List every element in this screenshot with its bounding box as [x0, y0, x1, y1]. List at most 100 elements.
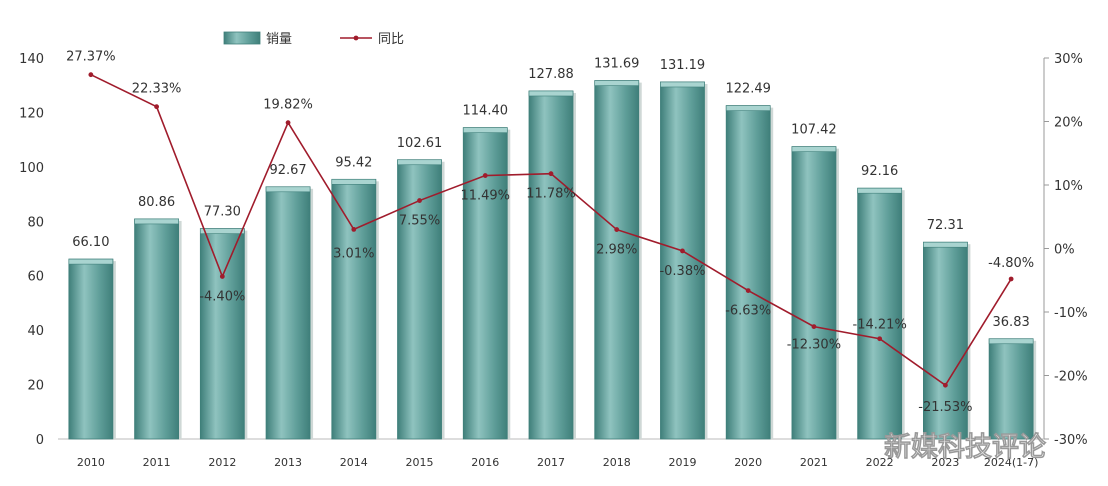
- y-right-tick-label: -10%: [1054, 306, 1088, 321]
- yoy-value-label: 19.82%: [263, 98, 313, 113]
- bar-value-label: 131.19: [660, 58, 706, 73]
- x-category-label: 2023: [931, 456, 959, 469]
- bar-top: [331, 179, 377, 185]
- x-category-label: 2012: [208, 456, 236, 469]
- bar-top: [988, 338, 1034, 345]
- bar-top: [200, 228, 245, 234]
- bar: [68, 258, 114, 440]
- x-category-label: 2024(1-7): [984, 456, 1039, 469]
- bar: [791, 146, 837, 440]
- y-right-tick-label: 10%: [1054, 179, 1083, 194]
- y-left-tick-label: 120: [19, 106, 44, 121]
- yoy-point: [285, 120, 291, 126]
- yoy-value-label: 27.37%: [66, 50, 116, 65]
- y-right-tick-label: -20%: [1054, 370, 1088, 385]
- legend-bar-label: 销量: [266, 32, 292, 47]
- yoy-point: [154, 104, 160, 110]
- y-left-tick-label: 20: [27, 379, 44, 394]
- legend: 销量 同比: [223, 31, 404, 47]
- yoy-point: [680, 248, 685, 254]
- yoy-point: [219, 274, 225, 279]
- bar-top: [528, 90, 574, 97]
- bar-top: [857, 187, 902, 194]
- bar-value-label: 66.10: [72, 235, 109, 250]
- bar-top: [923, 241, 968, 248]
- bar-top: [594, 80, 640, 86]
- bar-value-label: 95.42: [335, 155, 372, 170]
- bar-value-label: 127.88: [528, 67, 574, 82]
- bar-value-label: 92.67: [269, 163, 306, 178]
- bar-top: [68, 258, 114, 265]
- yoy-point: [811, 324, 817, 330]
- y-right-tick-label: 0%: [1054, 243, 1075, 258]
- yoy-value-label: -0.38%: [659, 264, 705, 279]
- x-category-label: 2018: [603, 456, 631, 469]
- bar-top: [462, 127, 508, 133]
- x-category-label: 2013: [274, 456, 302, 469]
- yoy-line-layer: [88, 72, 1014, 388]
- bar: [265, 186, 311, 440]
- bar-value-label: 107.42: [791, 123, 837, 138]
- yoy-value-label: -12.30%: [787, 338, 841, 353]
- legend-bar-swatch: [223, 31, 261, 45]
- yoy-value-label: -4.80%: [988, 256, 1034, 271]
- bar-value-label: 102.61: [397, 136, 443, 151]
- bar: [134, 218, 180, 440]
- bar-top: [134, 218, 179, 225]
- watermark-text: 新媒科技评论: [884, 431, 1047, 463]
- yoy-point: [482, 173, 488, 178]
- yoy-value-label: -21.53%: [918, 400, 972, 415]
- data-labels: 66.10 80.86 77.30 92.67 95.42 102.61 114.40 127…: [66, 50, 1034, 416]
- bar-top: [265, 186, 311, 193]
- y-left-tick-label: 140: [19, 52, 44, 67]
- bar-value-label: 72.31: [927, 218, 964, 233]
- y-left-tick-label: 80: [27, 215, 44, 230]
- bar: [857, 187, 903, 440]
- bar-top: [791, 146, 837, 152]
- bar: [594, 80, 640, 440]
- bar: [923, 241, 968, 440]
- yoy-value-label: 11.49%: [460, 189, 510, 204]
- yoy-point: [877, 336, 883, 342]
- yoy-value-label: 22.33%: [132, 82, 182, 97]
- y-left-tick-label: 60: [27, 270, 44, 285]
- yoy-value-label: 2.98%: [596, 243, 637, 258]
- yoy-value-label: 11.78%: [526, 187, 576, 202]
- bar: [462, 127, 508, 440]
- yoy-point: [1008, 276, 1014, 282]
- yoy-point: [943, 382, 948, 388]
- legend-line-label: 同比: [378, 32, 404, 47]
- yoy-value-label: 3.01%: [333, 246, 374, 261]
- bar-top: [397, 159, 442, 166]
- bar-top: [725, 105, 771, 111]
- yoy-value-label: 7.55%: [399, 214, 440, 229]
- yoy-point: [88, 72, 94, 78]
- bar: [988, 338, 1034, 440]
- yoy-point: [417, 198, 422, 203]
- y-right-tick-label: -30%: [1054, 433, 1088, 448]
- yoy-point: [745, 288, 751, 294]
- y-left-tick-label: 40: [27, 324, 44, 339]
- yoy-value-label: -4.40%: [199, 289, 245, 304]
- bar-value-label: 36.83: [993, 315, 1030, 330]
- y-right-tick-label: 20%: [1054, 116, 1083, 131]
- yoy-point: [351, 226, 357, 232]
- yoy-point: [548, 171, 554, 177]
- x-category-label: 2016: [471, 456, 499, 469]
- bar-value-label: 77.30: [204, 205, 241, 220]
- bar-value-label: 122.49: [725, 82, 771, 97]
- y-left-tick-label: 0: [36, 433, 44, 448]
- bar-value-label: 80.86: [138, 195, 175, 210]
- yoy-value-label: -14.21%: [853, 318, 907, 333]
- x-category-label: 2017: [537, 456, 565, 469]
- bar-value-label: 92.16: [861, 164, 898, 179]
- axes: 0 20 40 60 80 100 120 140 -30% -20% -10% 0% 10% 20% 30…: [19, 52, 1087, 469]
- x-category-label: 2019: [668, 456, 696, 469]
- x-category-label: 2011: [143, 456, 171, 469]
- bar-top: [660, 81, 705, 88]
- bar-value-label: 114.40: [463, 104, 509, 119]
- y-right-tick-label: 30%: [1054, 52, 1083, 67]
- yoy-value-label: -6.63%: [725, 304, 771, 319]
